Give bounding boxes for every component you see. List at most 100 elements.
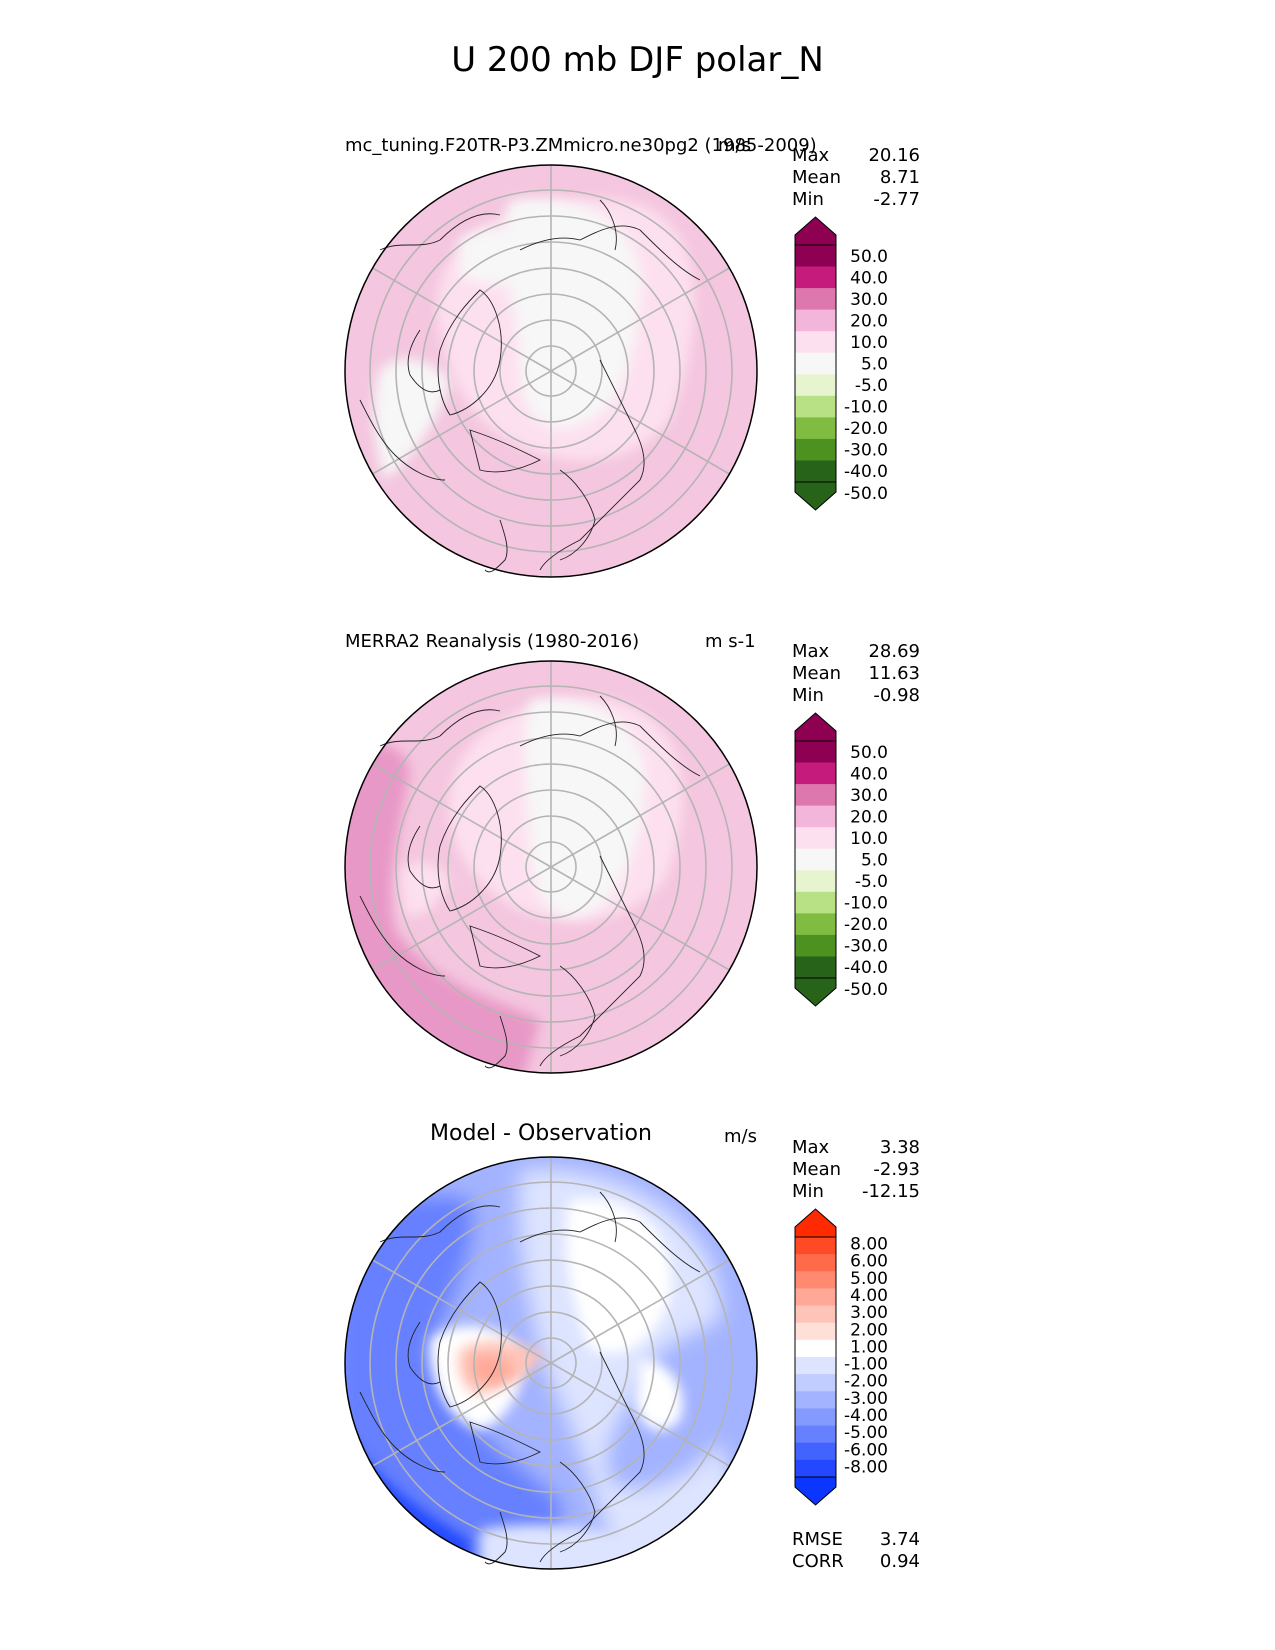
colorbar-tick-label: -5.0 [855,872,888,892]
stat-min: Min -12.15 [792,1181,920,1202]
colorbar-tick-label: 10.0 [850,333,888,353]
colorbar-segment [795,870,836,893]
stat-min: Min -0.98 [792,685,920,706]
panel-1-units: m/s [718,135,751,156]
meridian-line [372,370,552,475]
colorbar-tick-label: -50.0 [844,484,888,504]
coastline-segment [469,429,542,473]
colorbar-segment [795,331,836,354]
coastline-segment [539,1351,645,1563]
colorbar-1: 50.040.030.020.010.05.0-5.0-10.0-20.0-30… [794,216,888,511]
colorbar-3: 8.006.005.004.003.002.001.00-1.00-2.00-3… [794,1208,888,1506]
colorbar-segment [795,805,836,828]
colorbar-segment [795,1374,836,1392]
colorbar-tick-label: -50.0 [844,980,888,1000]
coastline-segment [437,1281,502,1408]
coastline-segment [599,695,617,747]
polar-grid-2 [344,660,758,1074]
polar-grid-3 [344,1156,758,1570]
panel-2-units: m s-1 [705,631,756,652]
colorbar-segment [795,1357,836,1375]
coastline-segment [519,225,701,281]
coastline-segment [484,519,508,573]
map-boundary [344,1156,758,1570]
colorbar-tick-label: -6.00 [844,1440,888,1460]
colorbar-tick-label: -2.00 [844,1372,888,1392]
panel-2-title: MERRA2 Reanalysis (1980-2016) [345,631,640,652]
meridian-line [372,1259,552,1364]
coastline-segment [559,1461,596,1553]
coastline-segment [539,359,645,571]
colorbar-segment [795,245,836,268]
coastline-segment [407,329,441,393]
colorbar-segment [795,352,836,375]
coastline-segment [519,721,701,777]
colorbar-tick-label: 30.0 [850,290,888,310]
panel-3-error-stats: RMSE 3.74 CORR 0.94 [792,1529,920,1573]
colorbar-tick-label: 40.0 [850,268,888,288]
meridian-line [550,1259,730,1364]
colorbar-segment [795,1459,836,1478]
coastline-segment [469,1421,542,1465]
colorbar-tick-label: 8.00 [850,1235,888,1255]
colorbar-segment [795,438,836,461]
colorbar-segment [795,1305,836,1324]
colorbar-extend-bottom [794,481,837,511]
coastline-segment [407,1321,441,1385]
coastline-segment [379,709,501,747]
colorbar-segment [795,288,836,311]
coastline-segment [359,1391,446,1473]
colorbar-tick-label: 50.0 [850,743,888,763]
colorbar-segment [795,1442,836,1461]
colorbar-frame [794,740,837,979]
colorbar-tick-label: 5.0 [861,355,888,375]
colorbar-segment [795,956,836,979]
coastline-segment [359,399,446,481]
colorbar-segment [795,1425,836,1444]
colorbar-tick-label: 6.00 [850,1252,888,1272]
meridian-line [550,370,730,475]
colorbar-frame [794,244,837,483]
coastline-segment [379,213,501,251]
meridian-line [372,866,552,971]
colorbar-tick-label: 1.00 [850,1337,888,1357]
colorbar-tick-label: -40.0 [844,958,888,978]
panel-3-title: Model - Observation [430,1121,652,1146]
colorbar-tick-label: 4.00 [850,1286,888,1306]
coastline-segment [599,1191,617,1243]
colorbar-segment [795,934,836,957]
colorbar-segment [795,1339,836,1358]
colorbar-tick-label: -30.0 [844,441,888,461]
panel-1-title: mc_tuning.F20TR-P3.ZMmicro.ne30pg2 (1985… [345,135,817,156]
panel-3-stats: Max 3.38 Mean -2.93 Min -12.15 [792,1137,920,1203]
colorbar-segment [795,1237,836,1255]
meridian-line [550,1362,730,1467]
colorbar-tick-label: -20.0 [844,419,888,439]
meridian-line [372,1362,552,1467]
coastline-segment [437,785,502,912]
colorbar-tick-label: 20.0 [850,807,888,827]
colorbar-tick-label: 30.0 [850,786,888,806]
meridian-line [372,267,552,372]
colorbar-segment [795,395,836,418]
colorbar-segment [795,913,836,936]
coastline-segment [539,855,645,1067]
stat-min: Min -2.77 [792,189,920,210]
colorbar-extend-top [794,216,837,246]
colorbar-extend-bottom [794,977,837,1007]
stat-max: Max 20.16 [792,145,920,166]
coastlines [359,199,701,573]
meridian-line [550,763,730,868]
colorbar-segment [795,309,836,332]
colorbar-segment [795,1408,836,1427]
colorbar-segment [795,784,836,807]
colorbar-segment [795,1254,836,1272]
stat-mean: Mean 11.63 [792,663,920,684]
colorbar-tick-label: -10.0 [844,398,888,418]
map-boundary [344,660,758,1074]
colorbar-segment [795,1322,836,1341]
colorbar-segment [795,1391,836,1409]
colorbar-segment [795,374,836,397]
colorbar-segment [795,1271,836,1289]
meridian-line [550,267,730,372]
